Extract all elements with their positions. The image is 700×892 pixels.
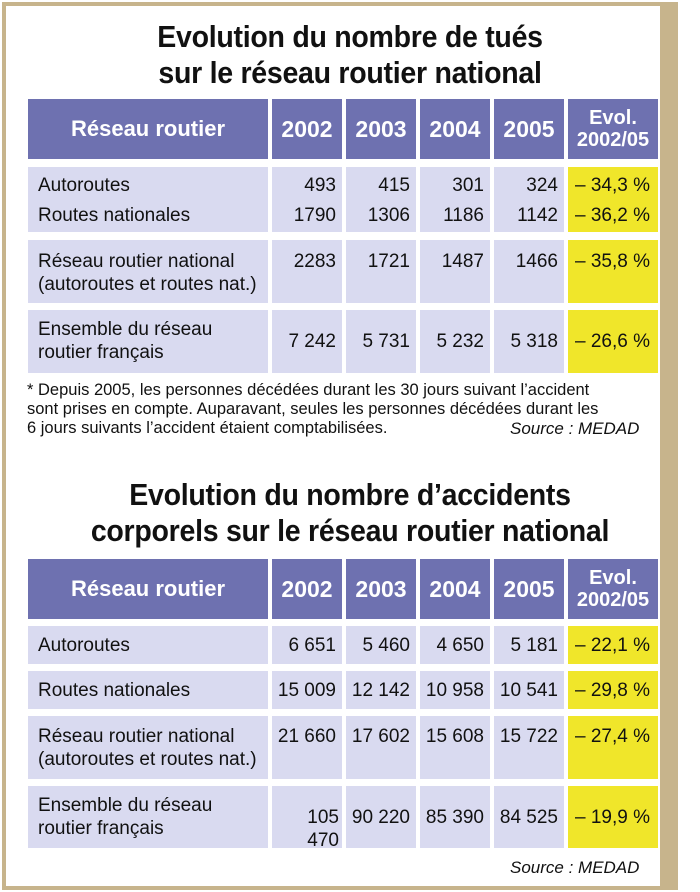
table2-row1-evol: – 22,1 % — [568, 626, 658, 664]
table2-row3-2005: 15 722 — [494, 716, 564, 779]
table1-header-year-2005: 2005 — [494, 99, 564, 159]
table1-row2-label2: (autoroutes et routes nat.) — [38, 274, 257, 295]
table2-row3-2002: 21 660 — [272, 716, 342, 779]
table1-row2-label: Réseau routier national (autoroutes et r… — [28, 240, 268, 303]
table2-row1-2003: 5 460 — [346, 626, 416, 664]
table2-row4-label2: routier français — [38, 818, 164, 839]
table1-header-year-2002: 2002 — [272, 99, 342, 159]
table1-row1-2002: 493 1790 — [272, 167, 342, 232]
table1-row2-2005: 1466 — [494, 240, 564, 303]
table1-cell-value: 1142 — [517, 205, 558, 226]
table2-header-year-2003: 2003 — [346, 559, 416, 619]
table2-row3-2004: 15 608 — [420, 716, 490, 779]
footnote-line2: sont prises en compte. Auparavant, seule… — [27, 400, 599, 418]
table1-row3-2002: 7 242 — [272, 310, 342, 373]
table2-row2-2002: 15 009 — [272, 671, 342, 709]
table2-row3-label2: (autoroutes et routes nat.) — [38, 749, 257, 770]
table2-header-year-2005: 2005 — [494, 559, 564, 619]
table1-row3-2004: 5 232 — [420, 310, 490, 373]
table1-row2-2004: 1487 — [420, 240, 490, 303]
table1-evol-value: – 34,3 % — [575, 175, 650, 196]
table2-row1-2004: 4 650 — [420, 626, 490, 664]
table2-row2-label: Routes nationales — [28, 671, 268, 709]
table1-cell-value: 493 — [304, 175, 336, 196]
table1-header-year-2003: 2003 — [346, 99, 416, 159]
table1-cell-value: 1306 — [367, 205, 410, 226]
table1-title-line1: Evolution du nombre de tués — [157, 19, 543, 54]
footnote-line1: * Depuis 2005, les personnes décédées du… — [27, 381, 590, 399]
table2-header-year-2002: 2002 — [272, 559, 342, 619]
table1-cell-value: 415 — [378, 175, 410, 196]
table2-row2-evol: – 29,8 % — [568, 671, 658, 709]
table1-header-year-2004: 2004 — [420, 99, 490, 159]
table1-row3-label1: Ensemble du réseau — [38, 319, 213, 340]
table2-row1-2002: 6 651 — [272, 626, 342, 664]
table1-row2-2003: 1721 — [346, 240, 416, 303]
table2-row1-2005: 5 181 — [494, 626, 564, 664]
table2-row3-evol: – 27,4 % — [568, 716, 658, 779]
table2-source: Source : MEDAD — [510, 858, 640, 877]
table2-row3-label1: Réseau routier national — [38, 726, 235, 747]
table2-row4-2005: 84 525 — [494, 786, 564, 848]
table1-footnote: * Depuis 2005, les personnes décédées du… — [27, 381, 657, 438]
table2-header-year-2004: 2004 — [420, 559, 490, 619]
table2-row2-2004: 10 958 — [420, 671, 490, 709]
table1-row1-label2: Routes nationales — [38, 205, 191, 226]
table1-header-evol: Evol. 2002/05 — [568, 99, 658, 159]
table2-row1-label: Autoroutes — [28, 626, 268, 664]
table1-row1-label: Autoroutes Routes nationales — [28, 167, 268, 232]
table1-row2-label1: Réseau routier national — [38, 251, 235, 272]
table2-title-line1: Evolution du nombre d’accidents — [129, 477, 571, 512]
table1-evol-value: – 36,2 % — [575, 205, 650, 226]
table2-row2-2005: 10 541 — [494, 671, 564, 709]
table1-row2-evol: – 35,8 % — [568, 240, 658, 303]
table1-row1-label1: Autoroutes — [38, 175, 130, 196]
table1-header-label: Réseau routier — [28, 99, 268, 159]
table1-cell-value: 301 — [452, 175, 484, 196]
table1-row3-2003: 5 731 — [346, 310, 416, 373]
table2-row4-2002: 105 470 — [272, 786, 342, 851]
table1-header-evol-line1: Evol. — [589, 107, 637, 129]
table2-header-evol-line2: 2002/05 — [576, 589, 650, 611]
table2-row3-label: Réseau routier national (autoroutes et r… — [28, 716, 268, 779]
table2-title-line2: corporels sur le réseau routier national — [90, 513, 610, 548]
table2-row2-2003: 12 142 — [346, 671, 416, 709]
table1-header-evol-line2: 2002/05 — [576, 129, 650, 151]
table1-row3-label2: routier français — [38, 342, 164, 363]
table2-row4-label: Ensemble du réseau routier français — [28, 786, 268, 848]
footnote-line3: 6 jours suivants l’accident étaient comp… — [27, 419, 388, 437]
table1-row3-evol: – 26,6 % — [568, 310, 658, 373]
table1-row1-2003: 415 1306 — [346, 167, 416, 232]
table1-cell-value: 1186 — [443, 205, 484, 226]
table1-source: Source : MEDAD — [510, 419, 640, 438]
table1-row2-2002: 2283 — [272, 240, 342, 303]
table2-row4-label1: Ensemble du réseau — [38, 795, 213, 816]
table2-header-label: Réseau routier — [28, 559, 268, 619]
table1-cell-value: 1790 — [293, 205, 336, 226]
table2-header-evol-line1: Evol. — [589, 567, 637, 589]
table1-cell-value: 324 — [526, 175, 558, 196]
table1-row1-2004: 301 1186 — [420, 167, 490, 232]
table1-title-line2: sur le réseau routier national — [158, 55, 542, 90]
table1-row3-2005: 5 318 — [494, 310, 564, 373]
table1-row1-2005: 324 1142 — [494, 167, 564, 232]
table2-row4-evol: – 19,9 % — [568, 786, 658, 848]
table2-header-evol: Evol. 2002/05 — [568, 559, 658, 619]
table1-row1-evol: – 34,3 % – 36,2 % — [568, 167, 658, 232]
table2-row3-2003: 17 602 — [346, 716, 416, 779]
table2-row4-2003: 90 220 — [346, 786, 416, 848]
table2-row4-2004: 85 390 — [420, 786, 490, 848]
table1-row3-label: Ensemble du réseau routier français — [28, 310, 268, 373]
